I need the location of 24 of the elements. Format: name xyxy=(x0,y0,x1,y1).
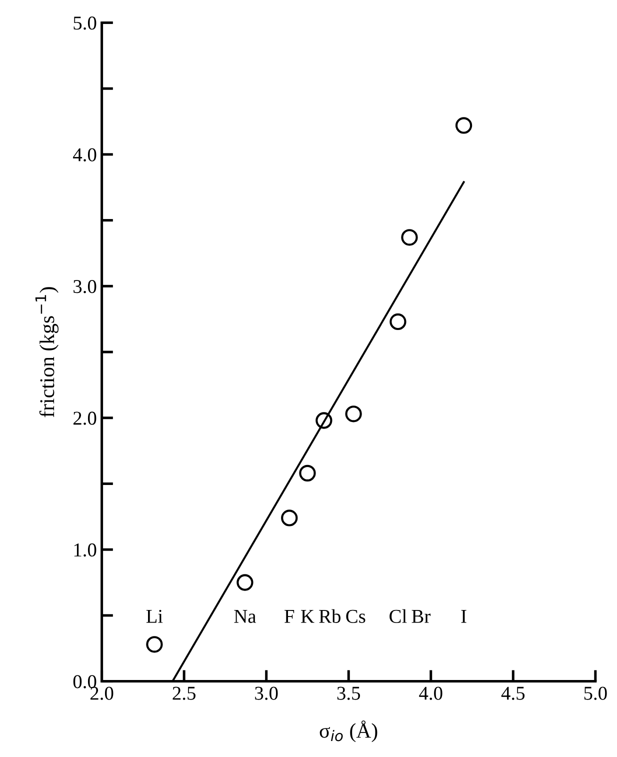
annotation: K xyxy=(301,610,314,623)
y-tick-label: 5.0 xyxy=(74,16,96,30)
y-tick-label: 3.0 xyxy=(74,280,96,294)
annotation: Br xyxy=(412,610,431,623)
y-tick-label: 2.0 xyxy=(73,412,96,425)
x-axis-title: σ$_{io}$ (Å) xyxy=(320,720,378,742)
x-tick-label: 2.5 xyxy=(172,686,196,700)
annotation: Rb xyxy=(319,609,341,623)
annotation: Cs xyxy=(346,610,366,623)
annotation: Na xyxy=(234,610,256,623)
y-axis-title: friction (kgs$^{−1}$) xyxy=(35,287,59,418)
annotation: F xyxy=(284,610,294,623)
y-tick-label: 4.0 xyxy=(73,148,96,162)
x-tick-label: 2.0 xyxy=(90,686,114,700)
x-tick-label: 5.0 xyxy=(584,686,607,700)
x-tick-label: 4.0 xyxy=(419,686,442,700)
x-tick-label: 3.5 xyxy=(337,686,360,700)
annotation: I xyxy=(461,610,466,623)
annotation: Cl xyxy=(390,609,407,623)
y-tick-label: 1.0 xyxy=(74,543,96,557)
y-tick-label: 0.0 xyxy=(73,675,96,688)
x-tick-label: 3.0 xyxy=(255,686,278,700)
annotation: Li xyxy=(146,610,163,623)
x-tick-label: 4.5 xyxy=(501,686,525,700)
